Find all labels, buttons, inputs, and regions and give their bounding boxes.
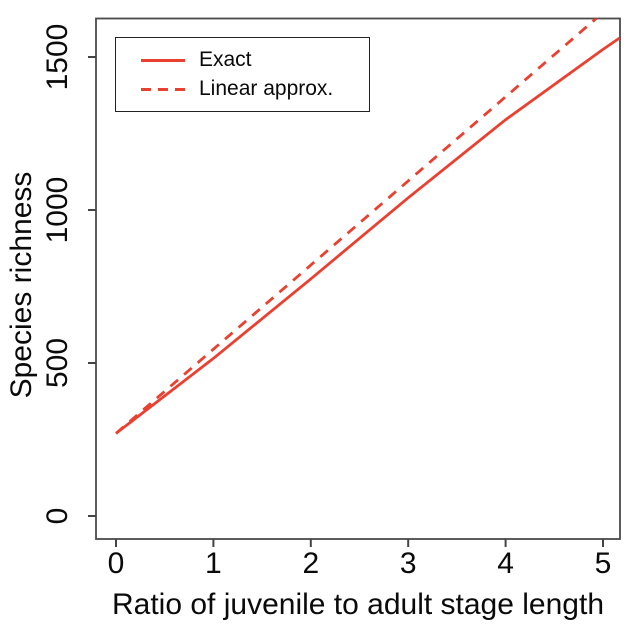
exact-line bbox=[115, 36, 620, 435]
y-tick-label: 1500 bbox=[41, 23, 74, 91]
legend-label: Linear approx. bbox=[199, 77, 334, 100]
legend-label: Exact bbox=[199, 48, 252, 71]
x-tick-label: 0 bbox=[107, 547, 125, 580]
x-tick-label: 2 bbox=[302, 547, 320, 580]
x-tick-label: 5 bbox=[594, 547, 612, 580]
y-tick-label: 1000 bbox=[41, 176, 74, 244]
x-tick-label: 4 bbox=[497, 547, 514, 580]
plot-frame bbox=[95, 17, 621, 540]
y-tick-label: 0 bbox=[41, 507, 74, 525]
y-tick-label: 500 bbox=[41, 337, 74, 389]
legend-entry: Exact bbox=[116, 48, 369, 72]
linear-approx-line bbox=[115, 18, 599, 435]
x-tick-label: 3 bbox=[399, 547, 417, 580]
legend-sample-dashed-line bbox=[141, 87, 185, 91]
legend-sample-solid-line bbox=[141, 58, 185, 62]
legend-entry: Linear approx. bbox=[116, 77, 369, 101]
y-axis-label: Species richness bbox=[5, 171, 38, 399]
x-axis-label: Ratio of juvenile to adult stage length bbox=[112, 588, 604, 621]
x-tick-label: 1 bbox=[205, 547, 222, 580]
legend-box: Exact Linear approx. bbox=[115, 37, 370, 112]
